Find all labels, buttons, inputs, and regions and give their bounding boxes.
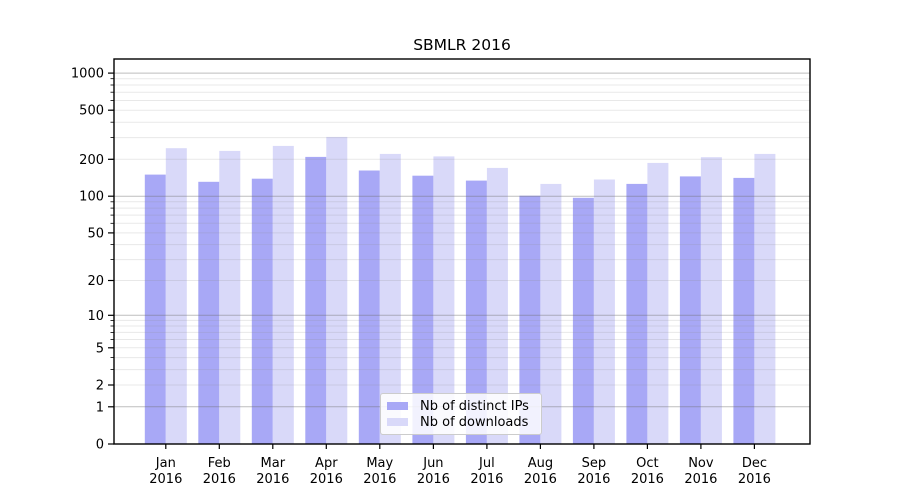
- x-tick-label-month: Sep: [582, 456, 607, 471]
- x-tick-label-year: 2016: [417, 472, 450, 487]
- bar-sep-2016-s1: [593, 179, 615, 444]
- y-tick-label: 50: [87, 226, 104, 241]
- legend: Nb of distinct IPs Nb of downloads: [380, 393, 542, 435]
- y-tick-label: 2: [96, 379, 104, 394]
- plot-border: [113, 58, 811, 445]
- x-tick-label-month: Feb: [208, 456, 231, 471]
- x-tick-label-month: Nov: [688, 456, 714, 471]
- bar-apr-2016-s0: [305, 156, 327, 444]
- bar-apr-2016-s1: [326, 136, 348, 444]
- y-tick-label: 10: [87, 309, 104, 324]
- x-tick-label-year: 2016: [256, 472, 289, 487]
- x-tick-label-year: 2016: [470, 472, 503, 487]
- x-tick-label-month: Jan: [155, 456, 176, 471]
- legend-label-distinct-ips: Nb of distinct IPs: [420, 398, 529, 414]
- bar-nov-2016-s0: [679, 176, 701, 444]
- bar-dec-2016-s1: [754, 153, 776, 444]
- bar-mar-2016-s0: [251, 178, 273, 444]
- bar-mar-2016-s1: [272, 145, 294, 444]
- bar-may-2016-s1: [379, 153, 401, 444]
- bar-sep-2016-s0: [572, 197, 594, 444]
- bar-jan-2016-s1: [165, 148, 187, 444]
- y-tick-label: 0: [96, 438, 104, 453]
- x-tick-label-year: 2016: [149, 472, 182, 487]
- x-tick-label-month: Oct: [636, 456, 658, 471]
- bar-aug-2016-s1: [540, 183, 562, 444]
- x-tick-label-month: Apr: [315, 456, 338, 471]
- bar-jan-2016-s0: [144, 174, 166, 444]
- bar-jun-2016-s1: [433, 156, 455, 444]
- x-tick-label-year: 2016: [203, 472, 236, 487]
- y-tick-label: 20: [87, 274, 104, 289]
- x-tick-label-month: Aug: [528, 456, 553, 471]
- x-tick-label-year: 2016: [738, 472, 771, 487]
- bar-nov-2016-s1: [700, 157, 722, 444]
- x-tick-label-year: 2016: [524, 472, 557, 487]
- x-tick-label-year: 2016: [310, 472, 343, 487]
- x-tick-label-year: 2016: [684, 472, 717, 487]
- bar-jul-2016-s0: [465, 180, 487, 444]
- bar-aug-2016-s0: [519, 195, 541, 444]
- legend-label-downloads: Nb of downloads: [420, 414, 529, 430]
- bar-feb-2016-s1: [219, 150, 241, 444]
- x-tick-label-month: Dec: [742, 456, 767, 471]
- bar-oct-2016-s1: [647, 162, 669, 444]
- x-tick-label-year: 2016: [631, 472, 664, 487]
- bar-oct-2016-s0: [626, 183, 648, 444]
- legend-item-downloads: Nb of downloads: [387, 414, 529, 430]
- x-tick-label-month: Jul: [478, 456, 495, 471]
- x-tick-label-month: Mar: [261, 456, 286, 471]
- legend-swatch-distinct-ips: [387, 402, 408, 410]
- chart-title: SBMLR 2016: [413, 36, 511, 54]
- y-tick-label: 200: [79, 153, 104, 168]
- legend-item-distinct-ips: Nb of distinct IPs: [387, 398, 529, 414]
- y-tick-label: 5: [96, 341, 104, 356]
- x-tick-label-month: May: [366, 456, 393, 471]
- x-tick-label-month: Jun: [422, 456, 443, 471]
- bar-feb-2016-s0: [198, 181, 220, 445]
- y-tick-label: 500: [79, 104, 104, 119]
- y-tick-label: 1: [96, 400, 104, 415]
- bar-may-2016-s0: [358, 170, 380, 444]
- y-tick-label: 1000: [71, 67, 104, 82]
- legend-swatch-downloads: [387, 418, 408, 426]
- x-tick-label-year: 2016: [577, 472, 610, 487]
- bar-jul-2016-s1: [486, 167, 508, 444]
- bar-jun-2016-s0: [412, 175, 434, 444]
- y-tick-label: 100: [79, 190, 104, 205]
- x-tick-label-year: 2016: [363, 472, 396, 487]
- bar-dec-2016-s0: [733, 177, 755, 444]
